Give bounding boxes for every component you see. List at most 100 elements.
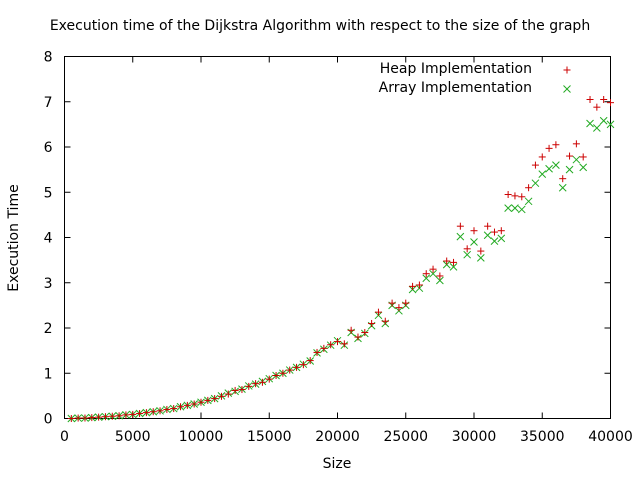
heap-point — [518, 193, 526, 201]
heap-point — [463, 245, 471, 253]
heap-point — [607, 99, 614, 107]
heap-point — [306, 357, 314, 365]
array-point — [497, 234, 506, 243]
heap-point — [450, 258, 458, 266]
heap-point — [497, 227, 505, 235]
y-tick-label: 5 — [44, 185, 53, 201]
legend-marker-array — [563, 85, 571, 93]
legend-entry-heap: Heap Implementation — [379, 61, 532, 77]
array-point — [442, 260, 451, 269]
heap-point — [484, 222, 492, 230]
y-tick-label: 2 — [44, 321, 53, 337]
heap-point — [327, 341, 335, 349]
heap-point — [504, 191, 512, 199]
y-tick-label: 4 — [44, 231, 53, 247]
array-point — [599, 116, 608, 125]
heap-point — [177, 403, 185, 411]
heap-point — [538, 153, 546, 161]
heap-point — [402, 299, 410, 307]
array-point — [606, 120, 615, 129]
heap-point — [320, 344, 328, 352]
y-axis-label: Execution Time — [6, 184, 22, 292]
heap-point — [74, 414, 82, 422]
heap-point — [374, 308, 382, 316]
heap-point — [490, 228, 498, 236]
heap-point — [211, 395, 219, 403]
array-point — [592, 124, 601, 132]
array-point — [429, 269, 437, 278]
heap-point — [559, 175, 567, 183]
heap-point — [197, 398, 205, 406]
y-tick-label: 0 — [44, 412, 53, 428]
array-point — [422, 274, 431, 283]
y-tick-label: 7 — [44, 95, 53, 111]
array-point — [538, 170, 547, 179]
array-point — [504, 204, 512, 212]
heap-point — [136, 410, 144, 418]
array-point — [545, 164, 553, 173]
x-tick-label: 35000 — [520, 429, 565, 445]
heap-point — [313, 348, 321, 356]
array-point — [572, 155, 581, 164]
heap-point — [149, 408, 157, 416]
heap-point — [395, 304, 403, 312]
heap-point — [361, 329, 369, 337]
data-points — [67, 95, 615, 423]
heap-point — [436, 272, 444, 280]
array-point — [511, 204, 519, 212]
heap-point — [156, 407, 164, 415]
x-tick-label: 10000 — [179, 429, 224, 445]
y-tick-label: 1 — [44, 366, 53, 382]
plot-frame — [64, 56, 611, 419]
heap-point — [299, 361, 307, 369]
heap-point — [572, 140, 580, 148]
heap-point — [552, 141, 560, 149]
heap-point — [286, 366, 294, 374]
array-point — [483, 231, 492, 240]
y-tick-label: 3 — [44, 276, 53, 292]
x-tick-label: 0 — [60, 429, 69, 445]
heap-point — [279, 369, 287, 377]
axis-ticks — [64, 56, 611, 419]
y-tick-label: 8 — [44, 50, 53, 66]
chart-title: Execution time of the Dijkstra Algorithm… — [49, 18, 591, 34]
heap-point — [245, 382, 253, 390]
array-point — [517, 205, 526, 214]
x-tick-label: 30000 — [452, 429, 497, 445]
heap-point — [511, 192, 519, 200]
array-point — [456, 232, 465, 241]
heap-point — [217, 392, 225, 400]
array-point — [463, 250, 472, 259]
heap-point — [334, 338, 341, 346]
array-point — [476, 254, 485, 262]
heap-point — [422, 270, 430, 278]
heap-point — [95, 413, 103, 421]
heap-point — [566, 152, 574, 160]
array-point — [490, 237, 499, 245]
heap-point — [115, 412, 123, 420]
heap-point — [129, 410, 137, 418]
heap-point — [231, 386, 239, 394]
heap-point — [586, 95, 594, 103]
heap-point — [265, 375, 273, 383]
array-point — [470, 238, 478, 246]
heap-point — [183, 401, 191, 409]
x-axis-label: Size — [322, 456, 352, 472]
array-point — [449, 263, 458, 271]
heap-point — [354, 333, 362, 341]
heap-point — [170, 405, 178, 413]
heap-point — [238, 386, 246, 394]
heap-point — [163, 405, 171, 413]
heap-point — [593, 103, 601, 111]
array-point — [524, 197, 533, 206]
array-point — [531, 179, 540, 188]
heap-point — [190, 400, 198, 408]
heap-point — [272, 372, 280, 380]
array-point — [586, 119, 594, 128]
x-tick-label: 5000 — [115, 429, 151, 445]
tick-labels: 0 5000 10000 15000 20000 25000 30000 35000 40000… — [44, 50, 633, 446]
array-point — [552, 161, 560, 169]
heap-point — [293, 363, 301, 371]
array-point — [565, 165, 574, 174]
